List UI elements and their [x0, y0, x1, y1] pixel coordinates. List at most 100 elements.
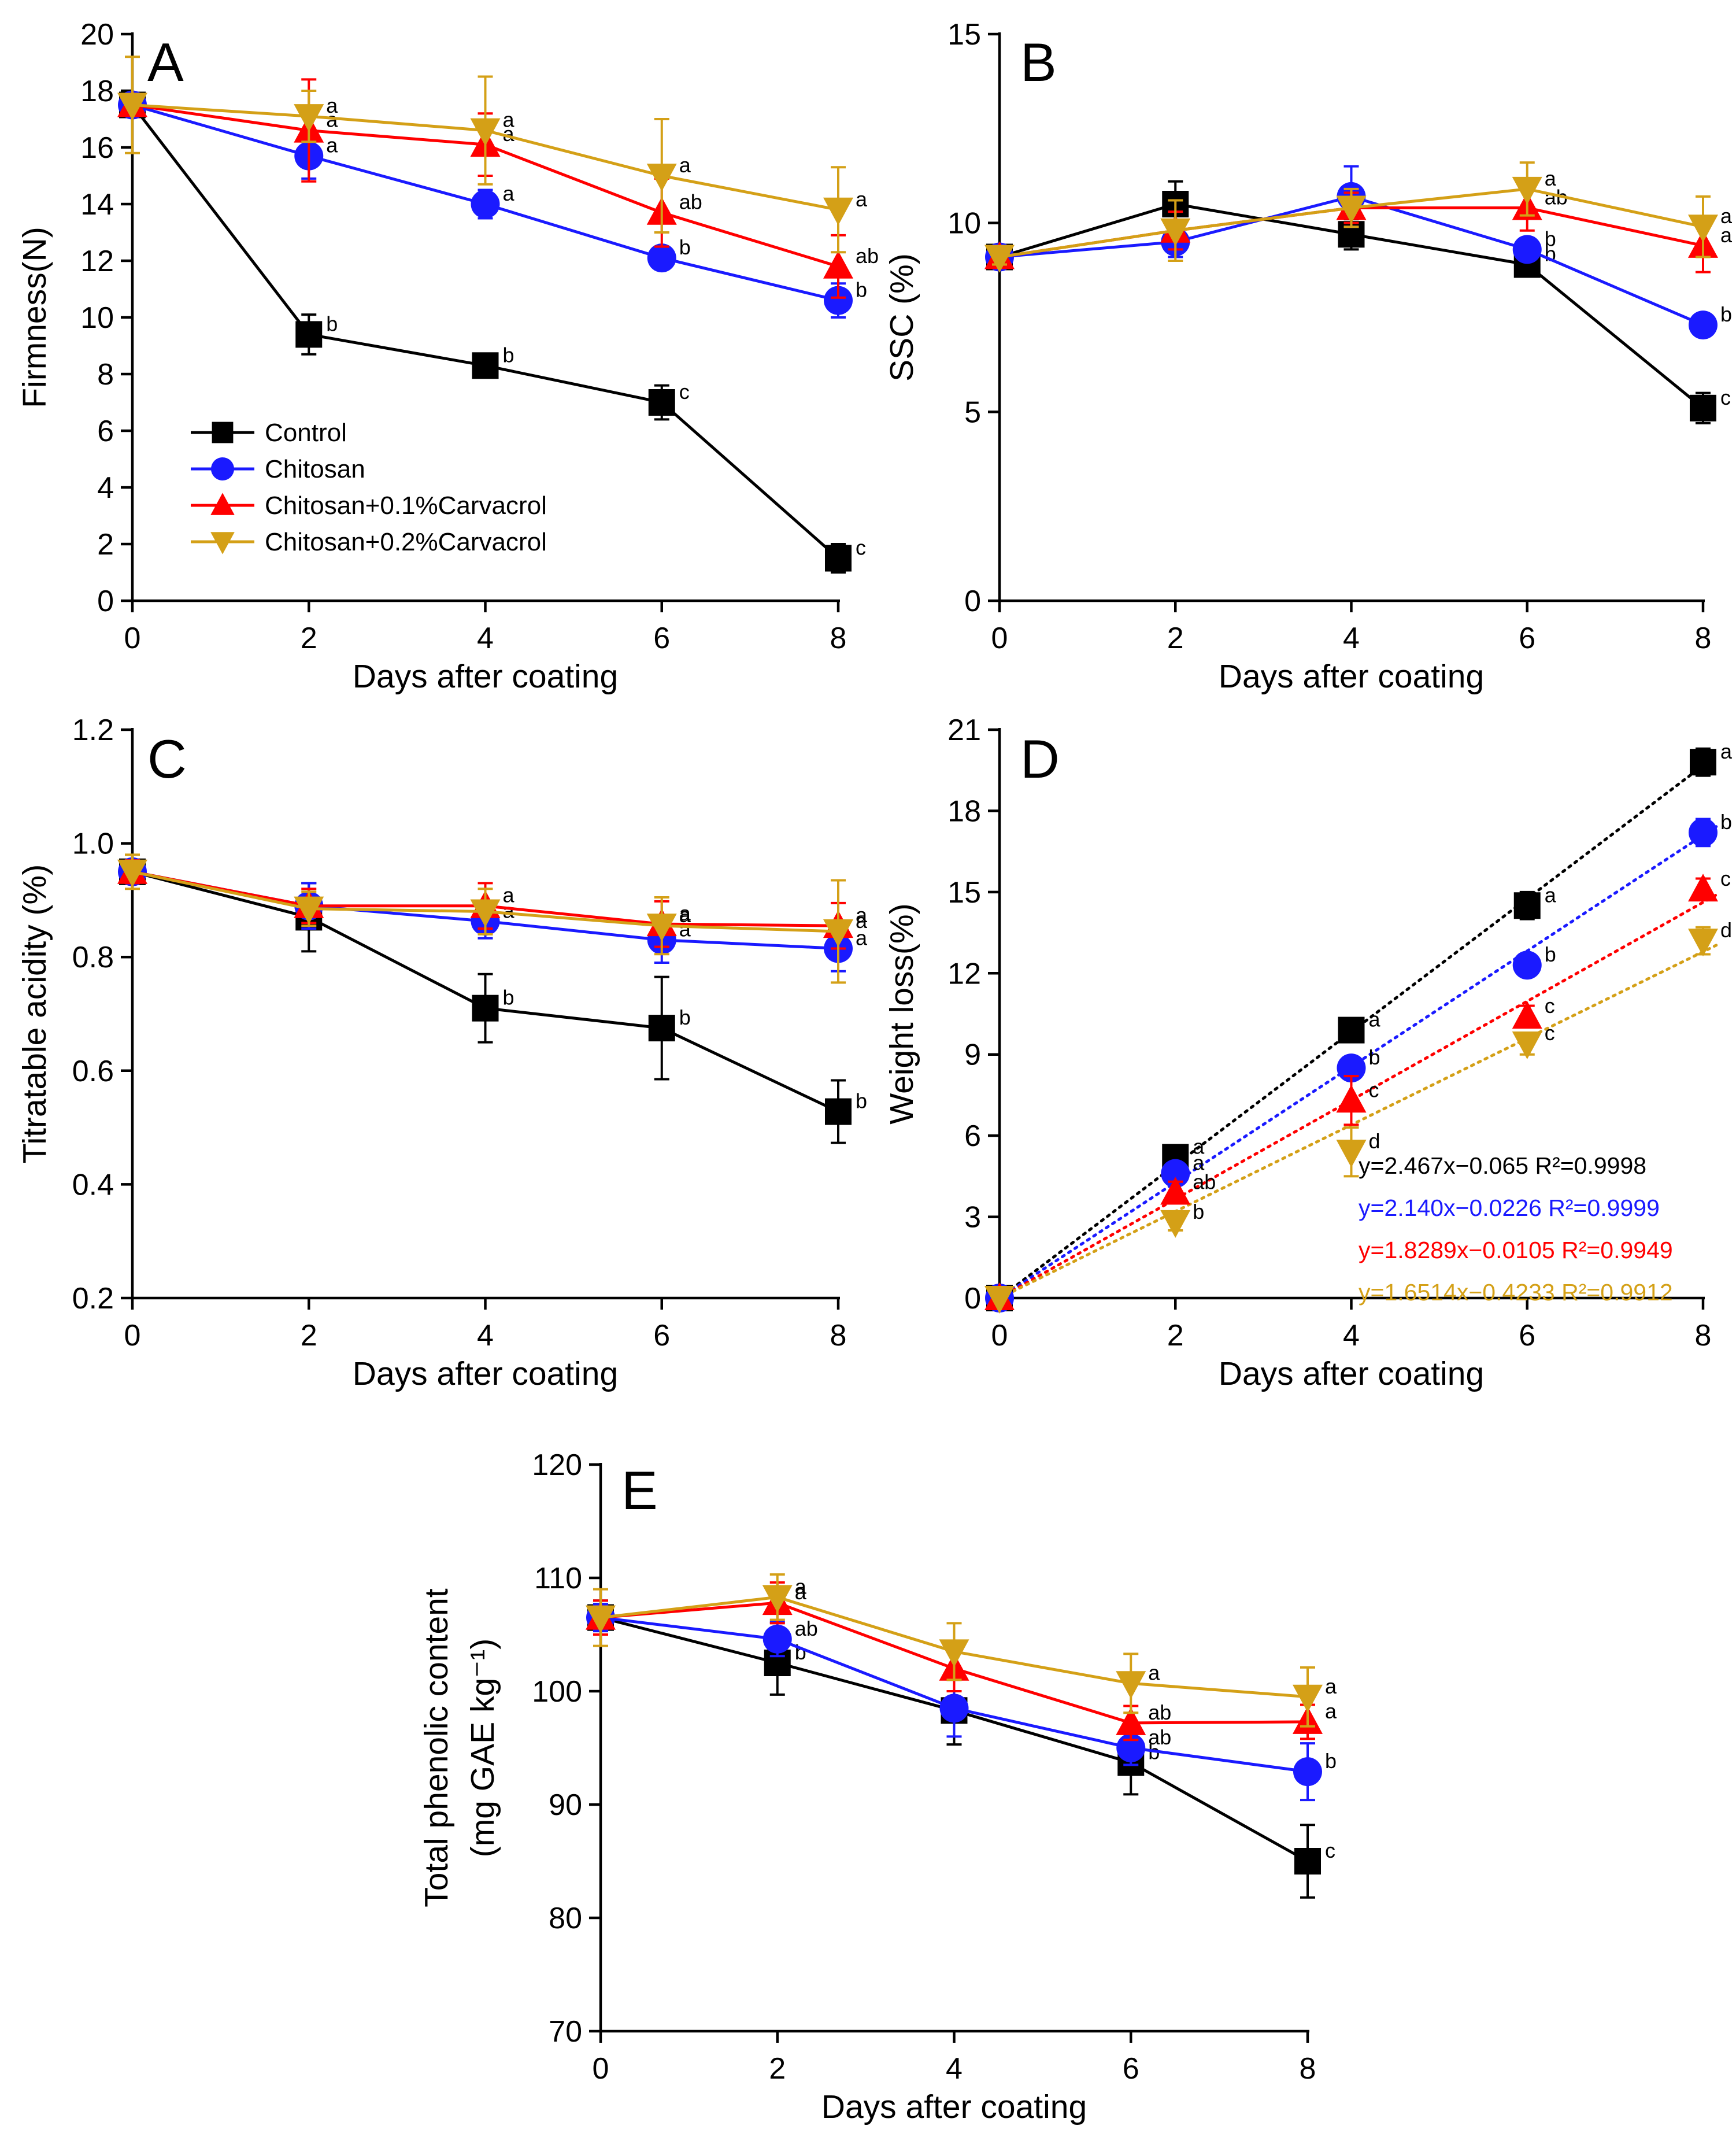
y-tick-label: 10 — [947, 207, 981, 241]
legend-label: Chitosan — [265, 455, 365, 483]
data-point — [984, 1286, 1015, 1314]
y-tick-label: 0 — [97, 585, 114, 618]
series-chitosan-0-2-carvacrol: b d c d — [984, 918, 1732, 1314]
significance-label: a — [1193, 1151, 1205, 1175]
x-tick-label: 4 — [477, 622, 494, 655]
data-point — [1336, 1140, 1367, 1168]
data-point — [762, 1585, 793, 1613]
series-control: b b b — [119, 858, 867, 1144]
significance-label: a — [856, 187, 868, 211]
significance-label: ab — [679, 190, 702, 214]
y-tick-label: 0.4 — [72, 1168, 114, 1201]
significance-label: ab — [1148, 1700, 1171, 1724]
x-tick-label: 8 — [830, 1319, 847, 1352]
y-tick-label: 18 — [947, 794, 981, 828]
data-point — [823, 197, 853, 225]
data-point — [1688, 929, 1718, 957]
data-point — [1160, 1177, 1191, 1205]
x-tick-label: 0 — [991, 622, 1008, 655]
x-tick-label: 6 — [653, 1319, 670, 1352]
panel-c: 0 2 4 6 8 0.2 0.4 0.6 0.8 1.0 1.2 Days after coatin… — [16, 713, 868, 1392]
x-tick-label: 2 — [301, 1319, 317, 1352]
regression-equation-chitosan-0-2-carvacrol: y=1.6514x−0.4233 R²=0.9912 — [1359, 1279, 1673, 1306]
y-tick-label: 110 — [534, 1562, 582, 1595]
regression-equations: y=2.467x−0.065 R²=0.9998 y=2.140x−0.0226 … — [1359, 1152, 1673, 1306]
fit-line-chitosan-0-1-carvacrol — [998, 893, 1718, 1300]
legend: Control Chitosan Chitosan+0.1%Carvacrol Chi… — [191, 419, 547, 556]
legend-label: Chitosan+0.2%Carvacrol — [265, 528, 547, 556]
data-point — [470, 118, 501, 146]
fit-line-chitosan-0-2-carvacrol — [998, 944, 1718, 1300]
significance-label: a — [1148, 1661, 1160, 1684]
x-axis-title: Days after coating — [353, 658, 618, 695]
y-tick-label: 4 — [97, 471, 114, 505]
significance-label: c — [1545, 994, 1555, 1018]
data-point — [586, 1605, 616, 1633]
data-point — [1512, 1001, 1542, 1029]
legend-marker — [212, 422, 234, 443]
y-tick-label: 6 — [964, 1119, 981, 1153]
significance-label: a — [1325, 1674, 1337, 1698]
y-tick-label: 12 — [947, 957, 981, 990]
significance-label: ab — [795, 1617, 818, 1640]
regression-equation-chitosan: y=2.140x−0.0226 R²=0.9999 — [1359, 1195, 1660, 1221]
significance-label: a — [795, 1580, 807, 1604]
data-point — [1690, 749, 1716, 776]
significance-label: c — [1369, 1078, 1379, 1101]
significance-label: a — [1545, 167, 1557, 190]
significance-label: b — [795, 1640, 806, 1664]
y-tick-label: 9 — [964, 1038, 981, 1072]
data-point — [646, 164, 677, 191]
panel-label: B — [1020, 32, 1057, 93]
significance-label: c — [1325, 1839, 1335, 1862]
y-tick-label: 10 — [80, 301, 114, 335]
panel-label: D — [1020, 729, 1060, 789]
significance-label: a — [503, 108, 515, 132]
data-point — [1512, 951, 1542, 980]
y-tick-label: 0.2 — [72, 1282, 114, 1315]
y-tick-label: 16 — [80, 131, 114, 165]
significance-label: b — [1545, 227, 1556, 250]
y-tick-label: 0 — [964, 1282, 981, 1315]
significance-label: a — [679, 901, 691, 925]
significance-label: b — [679, 1005, 691, 1029]
data-point — [1512, 176, 1542, 205]
data-point — [1512, 1031, 1542, 1059]
regression-equation-chitosan-0-1-carvacrol: y=1.8289x−0.0105 R²=0.9949 — [1359, 1237, 1673, 1263]
significance-label: b — [326, 312, 338, 335]
data-point — [939, 1639, 969, 1668]
y-tick-label: 0.6 — [72, 1055, 114, 1088]
legend-item-chitosan-0-2-carvacrol: Chitosan+0.2%Carvacrol — [191, 528, 547, 556]
x-tick-label: 4 — [1343, 1319, 1360, 1352]
x-tick-label: 0 — [991, 1319, 1008, 1352]
data-point — [1336, 195, 1367, 224]
x-axis-title: Days after coating — [821, 2088, 1087, 2125]
data-point — [1293, 1757, 1322, 1787]
data-point — [1116, 1671, 1146, 1699]
regression-equation-control: y=2.467x−0.065 R²=0.9998 — [1359, 1152, 1646, 1179]
data-point — [825, 545, 852, 572]
x-tick-label: 8 — [1300, 2052, 1316, 2086]
data-point — [823, 919, 853, 947]
significance-label: b — [1325, 1749, 1337, 1773]
y-tick-label: 8 — [97, 358, 114, 391]
significance-label: b — [503, 343, 514, 367]
significance-label: a — [679, 903, 691, 927]
significance-label: a — [856, 903, 868, 927]
significance-label: c — [856, 536, 866, 560]
data-point — [1689, 818, 1718, 847]
panel-b: 0 2 4 6 8 0 5 10 15 Days after coating SSC (%) Bb c b… — [883, 18, 1733, 695]
legend-label: Control — [265, 419, 347, 447]
data-point — [824, 286, 853, 315]
significance-label: a — [1720, 223, 1733, 247]
significance-label: b — [1720, 810, 1732, 834]
y-axis-title: Firmness(N) — [16, 227, 53, 408]
x-tick-label: 8 — [1695, 622, 1712, 655]
panel-label: A — [147, 32, 184, 93]
significance-label: a — [1325, 1699, 1337, 1723]
significance-label: a — [1369, 1008, 1381, 1031]
y-tick-label: 80 — [549, 1902, 582, 1935]
y-tick-label: 0 — [964, 585, 981, 618]
